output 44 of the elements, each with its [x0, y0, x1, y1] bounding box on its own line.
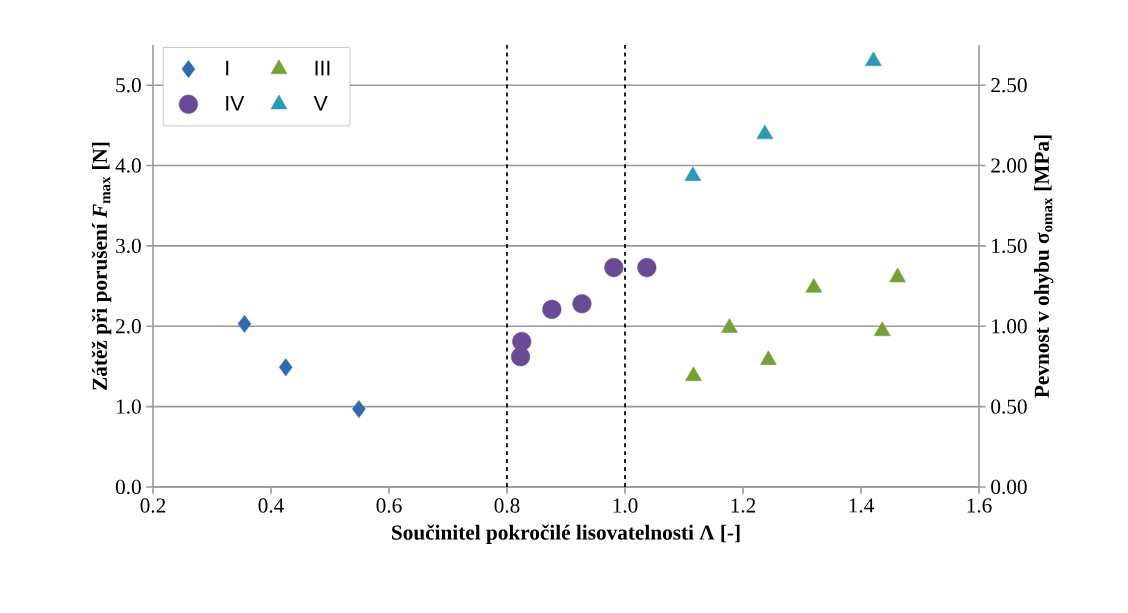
point — [352, 400, 366, 418]
y2-tick-label: 2.50 — [991, 77, 1027, 93]
y2-axis-title: Pevnost v ohybu σ$_{omax}$ [MPa] — [1034, 135, 1054, 398]
x-tick-label: 1.4 — [849, 498, 874, 513]
point — [511, 347, 531, 367]
point — [684, 166, 702, 181]
x-tick-label: 1.6 — [967, 498, 992, 513]
point — [760, 350, 777, 365]
y2-tick-label: 1.50 — [992, 238, 1027, 254]
y-tick-label: 3.0 — [116, 238, 141, 254]
point — [237, 314, 252, 333]
point — [805, 278, 823, 293]
y-tick-label: 4.0 — [115, 158, 141, 173]
legend-label: IV — [226, 95, 245, 111]
x-tick-label: 1.0 — [613, 498, 638, 513]
x-tick-label: 0.2 — [140, 498, 166, 513]
x-tick-label: 0.8 — [494, 498, 520, 513]
point — [756, 124, 774, 140]
point — [873, 321, 891, 337]
y-tick-label: 2.0 — [116, 319, 141, 334]
y-tick-label: 1.0 — [116, 399, 141, 414]
y2-tick-label: 0.50 — [991, 399, 1027, 414]
y-tick-label: 0.0 — [115, 479, 141, 495]
legend-label: V — [313, 95, 328, 111]
y-axis-title: Zátěž při porušení F$_{max}$ [N] — [91, 142, 112, 390]
legend-label: I — [226, 60, 229, 76]
point — [889, 267, 906, 283]
x-axis-title: Součinitel pokročilé lisovatelnosti Λ [-] — [392, 524, 740, 545]
y2-tick-label: 1.00 — [992, 319, 1027, 334]
point — [865, 51, 882, 66]
point — [279, 358, 293, 377]
point — [637, 258, 657, 278]
y2-tick-label: 2.00 — [991, 158, 1027, 173]
point — [685, 366, 702, 382]
legend-label: III — [315, 60, 330, 76]
point — [572, 294, 592, 314]
x-tick-label: 0.6 — [376, 498, 402, 513]
point — [604, 258, 624, 278]
y2-tick-label: 0.00 — [991, 479, 1027, 495]
point — [542, 299, 562, 319]
point — [721, 318, 738, 333]
x-tick-label: 1.2 — [731, 498, 756, 513]
x-tick-label: 0.4 — [258, 498, 284, 513]
y-tick-label: 5.0 — [116, 77, 141, 93]
